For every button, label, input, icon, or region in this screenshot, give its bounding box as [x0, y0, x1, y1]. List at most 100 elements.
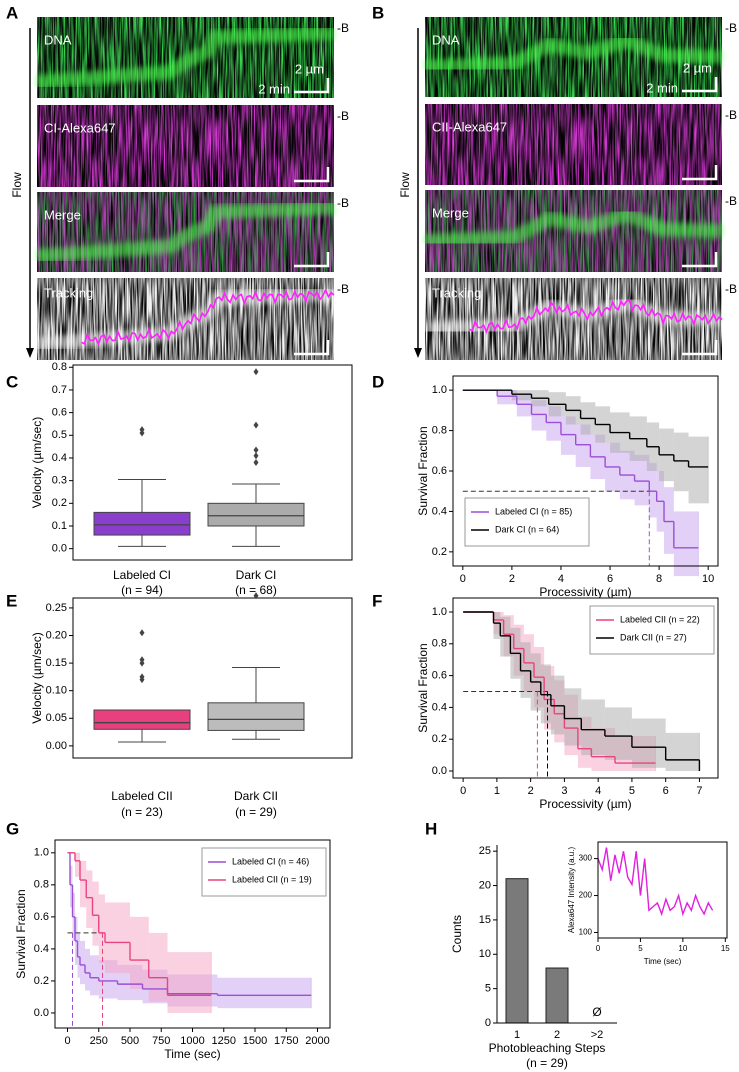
y-tick-label: 0 — [485, 1017, 491, 1029]
x-tick-label: 10 — [702, 573, 714, 585]
confidence-band — [80, 940, 85, 985]
y-tick-label: 1.0 — [34, 847, 49, 859]
row-label: Merge — [44, 207, 81, 222]
row-label: Merge — [432, 205, 469, 220]
panel-label: C — [6, 372, 18, 391]
end-label: -B — [725, 21, 737, 35]
dna-signal — [424, 33, 723, 74]
scale-x-label: 2 min — [258, 81, 290, 96]
bar-annotation: Ø — [592, 1005, 601, 1019]
x-tick-label: 2000 — [305, 1035, 329, 1047]
x-tick-label: 0 — [596, 944, 601, 953]
y-tick-label: 0.8 — [52, 361, 67, 373]
y-axis-label: Velocity (µm/sec) — [30, 417, 44, 509]
category-label: Labeled CI — [113, 568, 171, 582]
y-tick-label: 0.8 — [432, 424, 447, 436]
end-label: -B — [725, 108, 737, 122]
n-label: (n = 29) — [526, 1056, 568, 1070]
confidence-band — [500, 616, 511, 657]
scale-bar — [682, 165, 718, 181]
scale-x-label: 2 min — [646, 80, 678, 95]
legend-label: Labeled CI (n = 46) — [232, 856, 309, 866]
panel-label: D — [372, 372, 384, 391]
row-label: DNA — [432, 32, 460, 47]
x-tick-label: 4 — [558, 573, 564, 585]
y-tick-label: 0.0 — [52, 543, 67, 555]
legend-label: Labeled CII (n = 19) — [232, 874, 312, 884]
confidence-band — [550, 675, 565, 735]
bar — [505, 878, 529, 1024]
x-tick-label: 15 — [721, 944, 730, 953]
end-label: -B — [337, 196, 349, 210]
outlier — [139, 673, 145, 681]
scale-y-label: 2 µm — [295, 61, 324, 76]
confidence-band — [90, 955, 99, 996]
intensity-trace — [597, 847, 714, 917]
y-tick-label: 20 — [479, 879, 491, 891]
tracking-line — [81, 287, 335, 347]
confidence-band — [493, 611, 501, 640]
y-tick-label: 0.05 — [46, 712, 67, 724]
y-tick-label: 1.0 — [432, 606, 447, 618]
y-tick-label: 0.7 — [52, 384, 67, 396]
x-tick-label: 2 — [554, 1029, 560, 1041]
n-label: (n = 23) — [121, 805, 163, 819]
panel-label: E — [6, 591, 17, 610]
kymograph-noise — [37, 105, 334, 187]
confidence-band — [673, 432, 689, 492]
y-tick-label: 10 — [479, 948, 491, 960]
x-tick-label: 3 — [561, 785, 567, 797]
confidence-band — [564, 688, 582, 746]
confidence-band — [649, 462, 657, 518]
confidence-band — [148, 932, 168, 1002]
y-tick-label: 0.6 — [52, 407, 67, 419]
row-label: DNA — [44, 32, 72, 47]
end-label: -B — [337, 21, 349, 35]
row-label: CI-Alexa647 — [44, 120, 116, 135]
scale-bar — [294, 78, 330, 94]
panel-label: B — [372, 3, 384, 22]
confidence-band — [167, 952, 212, 1013]
y-tick-label: 0.8 — [34, 879, 49, 891]
end-label: -B — [337, 282, 349, 296]
panel-label: H — [425, 819, 437, 838]
category-label: Dark CI — [236, 568, 277, 582]
scale-bar — [682, 252, 718, 268]
confidence-band — [673, 511, 699, 577]
scale-bar — [682, 77, 718, 93]
plot-frame — [72, 597, 353, 759]
panel-label: G — [6, 819, 19, 838]
outlier — [253, 452, 259, 460]
confidence-band — [80, 860, 87, 908]
category-label: Dark CII — [234, 789, 278, 803]
x-tick-label: 1250 — [212, 1035, 236, 1047]
x-tick-label: 1500 — [243, 1035, 267, 1047]
scale-bar — [294, 340, 330, 356]
confidence-band — [75, 852, 80, 877]
x-tick-label: 500 — [121, 1035, 139, 1047]
y-axis-label: Survival Fraction — [14, 889, 28, 978]
confidence-band — [85, 948, 90, 991]
y-tick-label: 0.0 — [34, 1007, 49, 1019]
x-tick-label: 0 — [460, 573, 466, 585]
outlier — [139, 629, 145, 637]
flow-arrowhead — [414, 348, 422, 358]
x-tick-label: 8 — [656, 573, 662, 585]
outlier — [253, 446, 259, 454]
y-tick-label: 15 — [479, 914, 491, 926]
y-tick-label: 0.5 — [52, 429, 67, 441]
y-tick-label: 0.20 — [46, 629, 67, 641]
y-axis-label: Survival Fraction — [416, 643, 430, 732]
flow-arrowhead — [26, 348, 34, 358]
inset-background — [598, 842, 727, 938]
n-label: (n = 94) — [121, 583, 163, 597]
scale-bar — [682, 340, 718, 356]
row-label: Tracking — [44, 285, 93, 300]
confidence-band — [631, 718, 666, 768]
dna-signal — [36, 26, 335, 89]
confidence-band — [92, 881, 99, 946]
confidence-band — [70, 865, 73, 908]
y-tick-label: 300 — [579, 854, 593, 863]
scale-bar — [294, 252, 330, 268]
x-tick-label: 750 — [152, 1035, 170, 1047]
